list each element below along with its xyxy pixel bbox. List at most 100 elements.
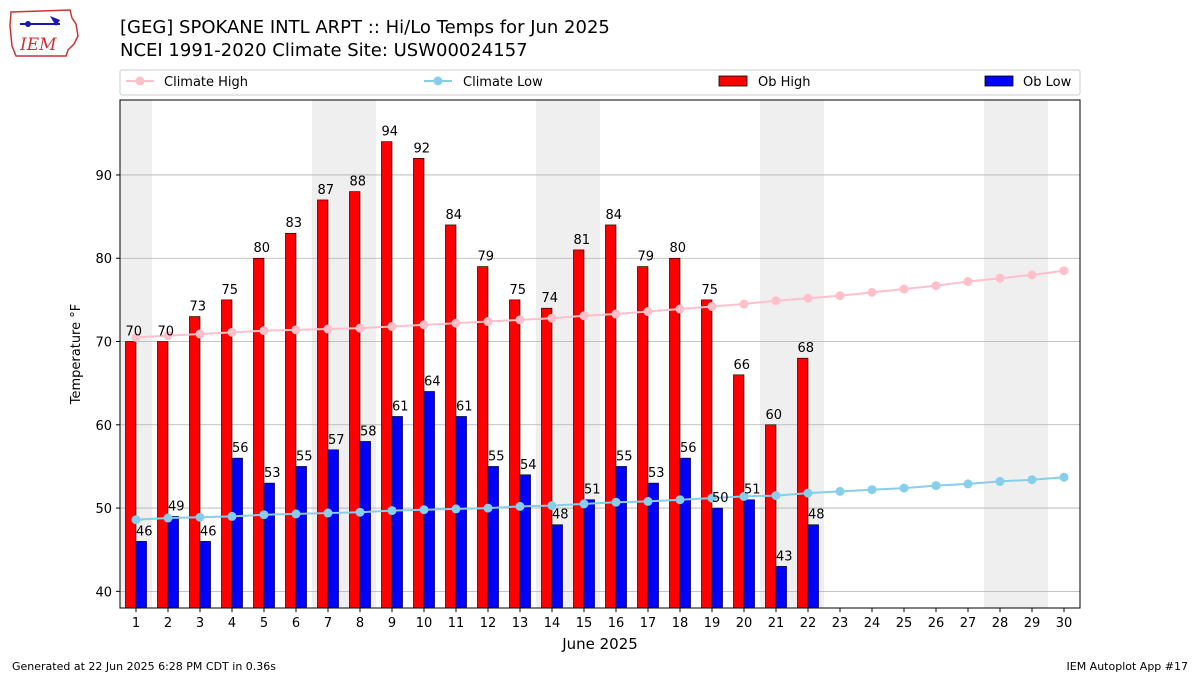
x-tick-label-30: 30 — [1056, 616, 1073, 631]
x-tick-label-28: 28 — [992, 616, 1009, 631]
logo-text: IEM — [19, 35, 57, 55]
ob-high-bar-4 — [221, 299, 233, 609]
ob-high-bar-21 — [765, 424, 777, 609]
ob-high-label-16: 84 — [605, 208, 622, 223]
ob-high-label-17: 79 — [637, 250, 654, 265]
climate-low-point-28 — [995, 476, 1005, 486]
climate-low-point-13 — [515, 501, 525, 511]
legend-ob-high: Ob High — [718, 75, 811, 90]
legend-swatch-ob-high — [718, 75, 748, 87]
x-tick-label-25: 25 — [896, 616, 913, 631]
ob-low-bar-16 — [615, 466, 627, 609]
x-axis: 1 2 3 4 5 6 7 8 9 10 11 12 13 14 15 16 17 18 19 20 21 22 23 24 2… — [132, 608, 1072, 631]
climate-high-point-9 — [387, 322, 397, 332]
ob-high-label-1: 70 — [125, 325, 142, 340]
ob-high-label-12: 79 — [477, 250, 494, 265]
ob-low-bar-18 — [679, 457, 691, 609]
ob-high-bar-19 — [701, 299, 713, 609]
ob-low-label-15: 51 — [584, 483, 601, 498]
climate-high-point-17 — [643, 307, 653, 317]
climate-low-point-11 — [451, 504, 461, 514]
legend-marker-climate-low — [433, 76, 443, 86]
ob-high-label-14: 74 — [541, 291, 558, 306]
x-tick-label-8: 8 — [356, 616, 364, 631]
ob-low-label-8: 58 — [360, 424, 377, 439]
ob-low-bar-20 — [743, 499, 755, 609]
y-axis-label: Temperature °F — [69, 304, 84, 405]
ob-low-label-1: 46 — [136, 524, 153, 539]
climate-low-point-22 — [803, 488, 813, 498]
observed-bars — [125, 141, 819, 609]
ob-low-bar-5 — [263, 482, 275, 609]
ob-high-label-7: 87 — [317, 183, 334, 198]
climate-high-point-2 — [163, 331, 173, 341]
ob-low-bar-1 — [135, 541, 147, 609]
ob-high-label-19: 75 — [701, 283, 718, 298]
legend-ob-low: Ob Low — [984, 75, 1072, 90]
climate-high-point-20 — [739, 299, 749, 309]
y-tick-label-50: 50 — [95, 502, 112, 517]
ob-low-bar-13 — [519, 474, 531, 609]
ob-high-bar-15 — [573, 249, 585, 609]
ob-high-label-10: 92 — [413, 141, 430, 156]
climate-low-point-7 — [323, 508, 333, 518]
ob-low-label-2: 49 — [168, 499, 185, 514]
climate-low-point-4 — [227, 511, 237, 521]
ob-low-label-12: 55 — [488, 449, 505, 464]
climate-high-line — [135, 269, 1065, 339]
ob-low-bar-3 — [199, 541, 211, 609]
climate-low-point-18 — [675, 495, 685, 505]
climate-low-point-10 — [419, 505, 429, 515]
data-labels: 70 70 73 75 80 83 87 88 94 92 84 79 75 74 81 84 79 80 75 66… — [125, 125, 824, 565]
legend-marker-climate-high — [135, 76, 145, 86]
ob-low-label-3: 46 — [200, 524, 217, 539]
app-footer: IEM Autoplot App #17 — [1066, 660, 1189, 673]
ob-low-bar-21 — [775, 566, 787, 609]
ob-high-bar-14 — [541, 307, 553, 609]
climate-low-point-27 — [963, 479, 973, 489]
legend-frame — [119, 69, 1081, 96]
ob-high-label-4: 75 — [221, 283, 238, 298]
ob-high-bar-6 — [285, 232, 297, 609]
climate-high-point-21 — [771, 296, 781, 306]
ob-high-label-6: 83 — [285, 216, 302, 231]
climate-low-point-21 — [771, 491, 781, 501]
ob-high-bar-8 — [349, 191, 361, 609]
weekend-band-5 — [984, 100, 1048, 608]
climate-high-point-18 — [675, 304, 685, 314]
ob-high-bar-1 — [125, 341, 137, 609]
y-tick-label-60: 60 — [95, 419, 112, 434]
ob-low-label-13: 54 — [520, 458, 537, 473]
x-tick-label-6: 6 — [292, 616, 300, 631]
climate-high-point-11 — [451, 318, 461, 328]
ob-high-label-3: 73 — [189, 300, 206, 315]
climate-high-point-24 — [867, 287, 877, 297]
climate-low-point-6 — [291, 509, 301, 519]
ob-high-bar-11 — [445, 224, 457, 609]
climate-low-point-8 — [355, 507, 365, 517]
plot-frame — [119, 99, 1081, 609]
climate-low-point-19 — [707, 493, 717, 503]
ob-low-label-7: 57 — [328, 433, 345, 448]
ob-low-label-20: 51 — [744, 483, 761, 498]
climate-low-point-20 — [739, 491, 749, 501]
x-tick-label-20: 20 — [736, 616, 753, 631]
ob-low-bar-4 — [231, 457, 243, 609]
climate-low-point-17 — [643, 496, 653, 506]
ob-high-label-13: 75 — [509, 283, 526, 298]
ob-high-label-18: 80 — [669, 241, 686, 256]
x-tick-label-16: 16 — [608, 616, 625, 631]
x-tick-label-18: 18 — [672, 616, 689, 631]
x-tick-label-23: 23 — [832, 616, 849, 631]
climate-high-point-12 — [483, 317, 493, 327]
climate-low-point-26 — [931, 481, 941, 491]
x-tick-label-7: 7 — [324, 616, 332, 631]
climate-low-point-29 — [1027, 475, 1037, 485]
weekend-bands — [120, 100, 1048, 608]
x-tick-label-2: 2 — [164, 616, 172, 631]
x-tick-label-14: 14 — [544, 616, 561, 631]
climate-high-point-4 — [227, 327, 237, 337]
ob-low-bar-10 — [423, 391, 435, 609]
climate-high-point-14 — [547, 313, 557, 323]
ob-low-bar-19 — [711, 507, 723, 609]
